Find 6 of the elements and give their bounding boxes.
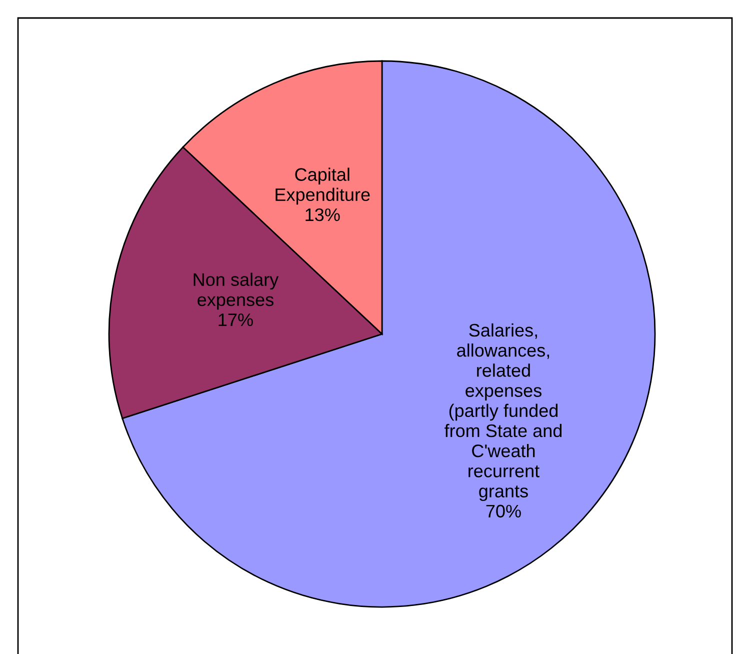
data-label: 17% <box>218 313 253 326</box>
slice-label: Capital Expenditure <box>276 168 370 205</box>
category-label: Salaries, allowances, related expenses (partly funded from State and C'weath recurrent grants <box>444 323 562 502</box>
slice-label: Non salary expenses <box>194 272 279 310</box>
data-label: 13% <box>306 208 340 222</box>
data-label: 70% <box>486 504 521 518</box>
